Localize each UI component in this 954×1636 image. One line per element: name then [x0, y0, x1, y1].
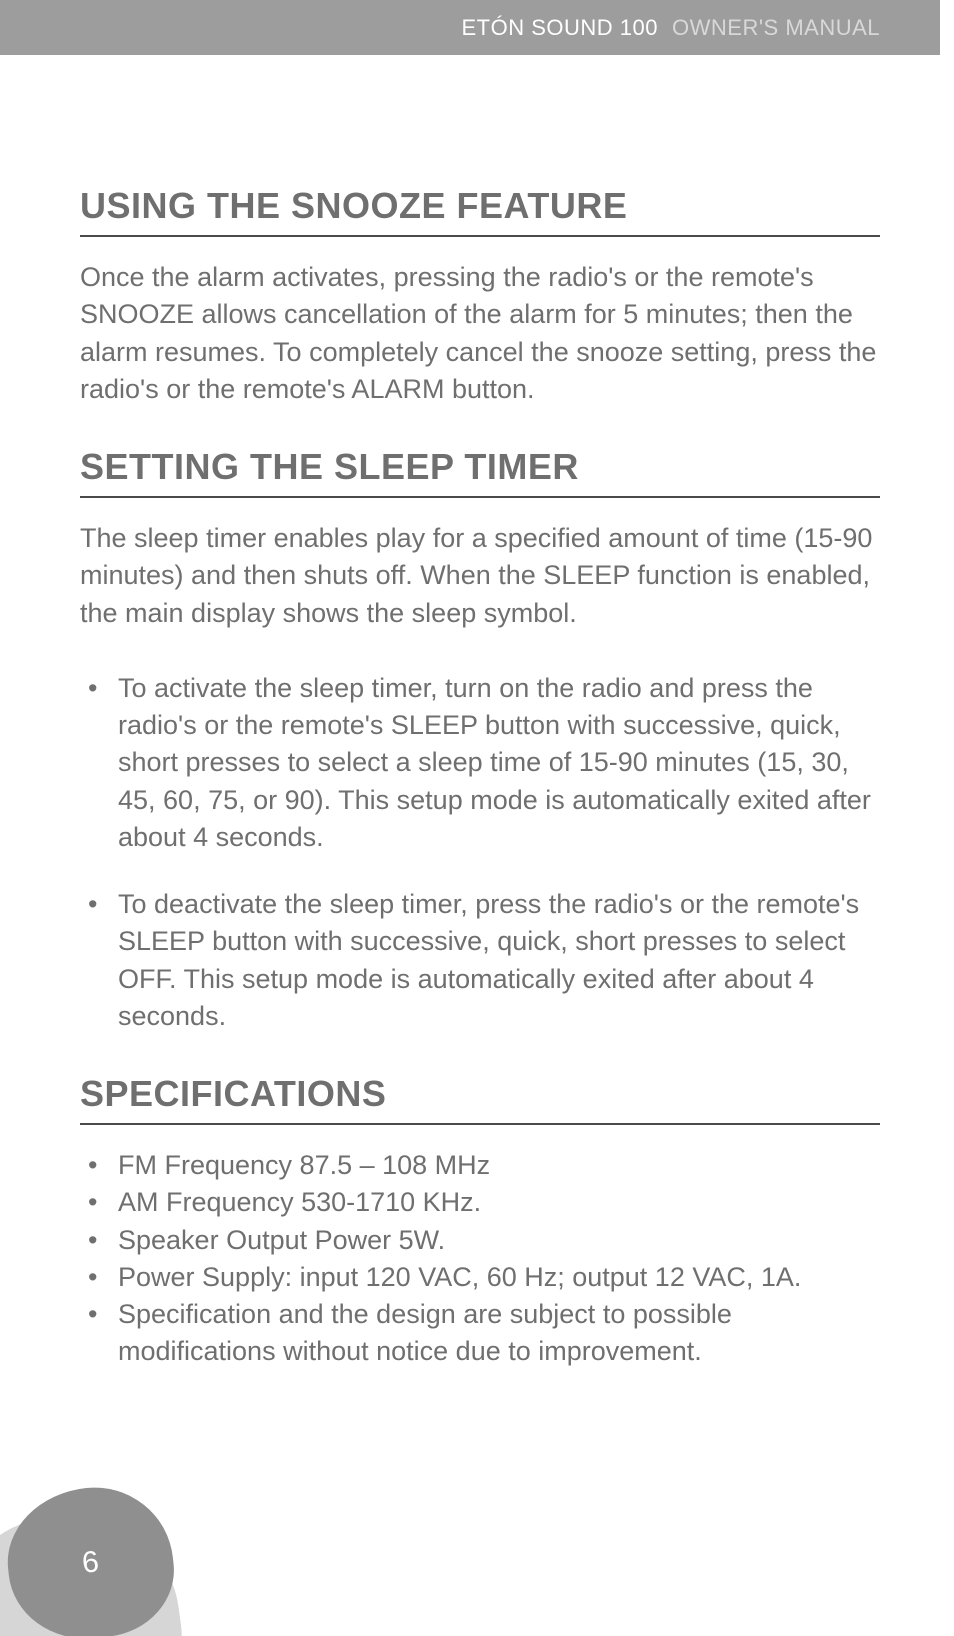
heading-specifications: SPECIFICATIONS: [80, 1073, 880, 1125]
list-item: To deactivate the sleep timer, press the…: [80, 886, 880, 1035]
list-item: Speaker Output Power 5W.: [80, 1222, 880, 1259]
list-item: FM Frequency 87.5 – 108 MHz: [80, 1147, 880, 1184]
content-area: USING THE SNOOZE FEATURE Once the alarm …: [80, 185, 880, 1371]
page-number: 6: [80, 1545, 100, 1581]
header-product-name: ETÓN SOUND 100: [462, 15, 659, 41]
list-item: Specification and the design are subject…: [80, 1296, 880, 1371]
page-number-pebble: 6: [0, 1436, 210, 1636]
manual-page: ETÓN SOUND 100 OWNER'S MANUAL USING THE …: [0, 0, 954, 1636]
sleep-bullets: To activate the sleep timer, turn on the…: [80, 670, 880, 1035]
spec-bullets: FM Frequency 87.5 – 108 MHz AM Frequency…: [80, 1147, 880, 1371]
heading-snooze: USING THE SNOOZE FEATURE: [80, 185, 880, 237]
snooze-body: Once the alarm activates, pressing the r…: [80, 259, 880, 408]
list-item: To activate the sleep timer, turn on the…: [80, 670, 880, 856]
pebble-shape: 6: [1, 1480, 181, 1636]
list-item: Power Supply: input 120 VAC, 60 Hz; outp…: [80, 1259, 880, 1296]
header-subtitle: OWNER'S MANUAL: [672, 15, 880, 41]
sleep-intro: The sleep timer enables play for a speci…: [80, 520, 880, 632]
list-item: AM Frequency 530-1710 KHz.: [80, 1184, 880, 1221]
heading-sleep-timer: SETTING THE SLEEP TIMER: [80, 446, 880, 498]
header-bar: ETÓN SOUND 100 OWNER'S MANUAL: [0, 0, 940, 55]
